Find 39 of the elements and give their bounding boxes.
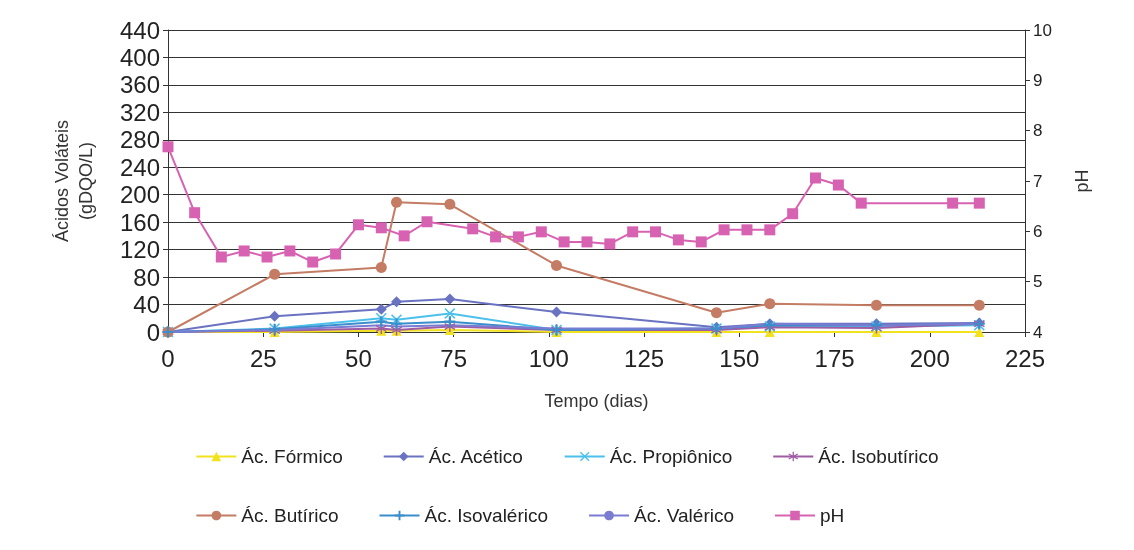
x-tick-label: 225 (1004, 344, 1046, 372)
legend-label: Ác. Valérico (634, 505, 735, 526)
y-tick-label: 40 (133, 291, 160, 319)
legend-label: Ác. Butírico (241, 505, 339, 526)
x-tick-label: 125 (624, 344, 665, 372)
legend-label: Ác. Isovalérico (424, 505, 549, 526)
legend-label: Ác. Acético (428, 446, 523, 467)
x-tick-label: 50 (345, 344, 372, 372)
y2-tick-label: 5 (1033, 272, 1043, 292)
y-tick-label: 0 (146, 318, 160, 346)
y-tick-label: 320 (119, 98, 160, 126)
y-tick-label: 80 (133, 263, 160, 291)
y2-tick-label: 4 (1033, 322, 1043, 342)
x-tick-label: 175 (814, 344, 855, 372)
y2-tick-label: 10 (1033, 20, 1052, 40)
y-axis-title: Ácidos Voláteis (gDQO/L) (52, 119, 96, 243)
y-tick-label: 360 (119, 71, 160, 99)
x-tick-label: 150 (719, 344, 760, 372)
y-tick-label: 160 (119, 208, 160, 236)
legend-label: Ác. Propiônico (609, 446, 733, 467)
y-tick-label: 280 (119, 126, 160, 154)
legend-label: pH (820, 505, 845, 526)
y-tick-label: 200 (119, 181, 160, 209)
y2-tick-label: 8 (1033, 121, 1043, 141)
y-tick-label: 120 (119, 236, 160, 264)
y2-tick-label: 6 (1033, 221, 1043, 241)
y-tick-label: 240 (119, 153, 160, 181)
y2-tick-label: 9 (1033, 70, 1043, 90)
y-tick-label: 440 (119, 16, 160, 44)
legend-label: Ác. Isobutírico (818, 446, 939, 467)
x-tick-label: 75 (440, 344, 468, 372)
x-tick-label: 100 (528, 344, 569, 372)
x-axis-title: Tempo (dias) (544, 391, 649, 411)
legend-label: Ác. Fórmico (241, 446, 343, 467)
y2-tick-label: 7 (1033, 171, 1043, 191)
y-tick-label: 400 (119, 43, 160, 71)
y2-axis-title: pH (1072, 169, 1092, 193)
x-tick-label: 200 (909, 344, 950, 372)
x-tick-label: 25 (249, 344, 277, 372)
